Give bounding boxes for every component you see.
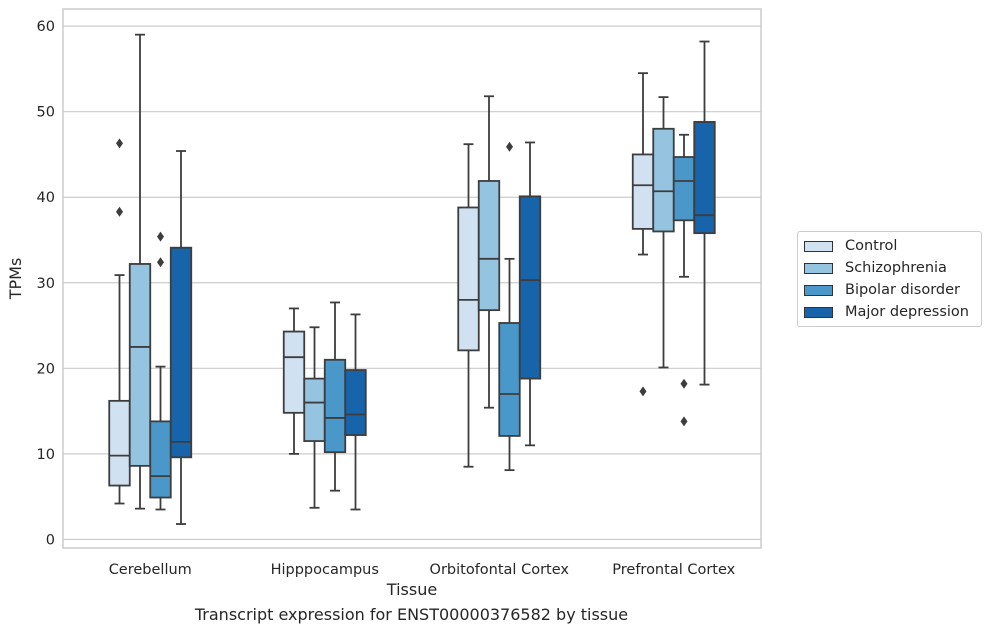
legend-swatch-control bbox=[804, 240, 833, 252]
legend-label-major-depression: Major depression bbox=[845, 304, 969, 320]
box-iqr bbox=[323, 358, 347, 454]
outlier-point bbox=[116, 206, 123, 217]
box-cerebellum-major-depression bbox=[169, 150, 193, 525]
outlier-point bbox=[116, 138, 123, 149]
box-cerebellum-control bbox=[108, 138, 131, 505]
legend-item-schizophrenia: Schizophrenia bbox=[804, 258, 947, 278]
box-prefrontal-cortex-major-depression bbox=[693, 40, 716, 386]
box-orbitofontal-cortex-major-depression bbox=[518, 141, 542, 447]
x-tick-label-prefrontal-cortex: Prefrontal Cortex bbox=[612, 562, 735, 578]
box-iqr bbox=[303, 377, 326, 442]
legend-item-control: Control bbox=[804, 236, 897, 256]
box-iqr bbox=[457, 206, 480, 352]
y-tick-label-40: 40 bbox=[37, 190, 55, 206]
outlier-point bbox=[157, 257, 164, 268]
box-hipppocampus-control bbox=[282, 307, 306, 455]
outlier-point bbox=[639, 386, 647, 397]
box-iqr bbox=[652, 127, 675, 233]
legend-swatch-bipolar-disorder bbox=[804, 284, 833, 296]
box-prefrontal-cortex-bipolar-disorder bbox=[672, 133, 696, 427]
x-tick-label-orbitofontal-cortex: Orbitofontal Cortex bbox=[430, 562, 570, 578]
box-iqr bbox=[693, 121, 716, 235]
box-prefrontal-cortex-schizophrenia bbox=[652, 96, 675, 369]
box-iqr bbox=[169, 246, 193, 459]
y-tick-label-10: 10 bbox=[37, 447, 55, 463]
legend-item-major-depression: Major depression bbox=[804, 302, 969, 322]
box-cerebellum-schizophrenia bbox=[128, 33, 152, 510]
box-iqr bbox=[477, 180, 501, 312]
box-iqr bbox=[108, 399, 131, 487]
box-iqr bbox=[344, 369, 367, 436]
outlier-point bbox=[506, 141, 513, 152]
y-tick-label-30: 30 bbox=[37, 276, 55, 292]
box-hipppocampus-bipolar-disorder bbox=[323, 301, 347, 492]
y-tick-label-60: 60 bbox=[37, 19, 55, 35]
legend-label-schizophrenia: Schizophrenia bbox=[845, 260, 947, 276]
x-axis-label: Tissue bbox=[386, 580, 437, 599]
x-tick-label-hipppocampus: Hipppocampus bbox=[271, 562, 379, 578]
box-iqr bbox=[282, 330, 306, 414]
box-iqr bbox=[149, 420, 172, 499]
box-hipppocampus-major-depression bbox=[344, 313, 367, 511]
box-prefrontal-cortex-control bbox=[631, 72, 655, 397]
box-cerebellum-bipolar-disorder bbox=[149, 231, 172, 511]
y-axis-label: TPMs bbox=[6, 258, 25, 301]
box-orbitofontal-cortex-schizophrenia bbox=[477, 95, 501, 409]
figure-caption: Transcript expression for ENST0000037658… bbox=[194, 605, 629, 624]
y-tick-label-50: 50 bbox=[37, 105, 55, 121]
legend-label-bipolar-disorder: Bipolar disorder bbox=[845, 282, 960, 298]
legend-item-bipolar-disorder: Bipolar disorder bbox=[804, 280, 960, 300]
box-iqr bbox=[498, 322, 521, 437]
plot-frame bbox=[62, 8, 762, 549]
legend-swatch-schizophrenia bbox=[804, 262, 833, 274]
box-iqr bbox=[631, 153, 655, 230]
legend-label-control: Control bbox=[845, 238, 898, 254]
box-orbitofontal-cortex-bipolar-disorder bbox=[498, 141, 521, 472]
y-tick-label-0: 0 bbox=[46, 532, 55, 548]
legend: Control Schizophrenia Bipolar disorder M… bbox=[797, 231, 982, 327]
legend-swatch-major-depression bbox=[804, 306, 833, 318]
box-iqr bbox=[518, 195, 542, 380]
box-iqr bbox=[672, 156, 696, 222]
y-tick-label-20: 20 bbox=[37, 361, 55, 377]
outlier-point bbox=[680, 378, 688, 389]
x-tick-label-cerebellum: Cerebellum bbox=[109, 562, 192, 578]
outlier-point bbox=[680, 416, 688, 427]
box-iqr bbox=[128, 263, 152, 467]
box-hipppocampus-schizophrenia bbox=[303, 326, 326, 509]
outlier-point bbox=[157, 231, 164, 242]
